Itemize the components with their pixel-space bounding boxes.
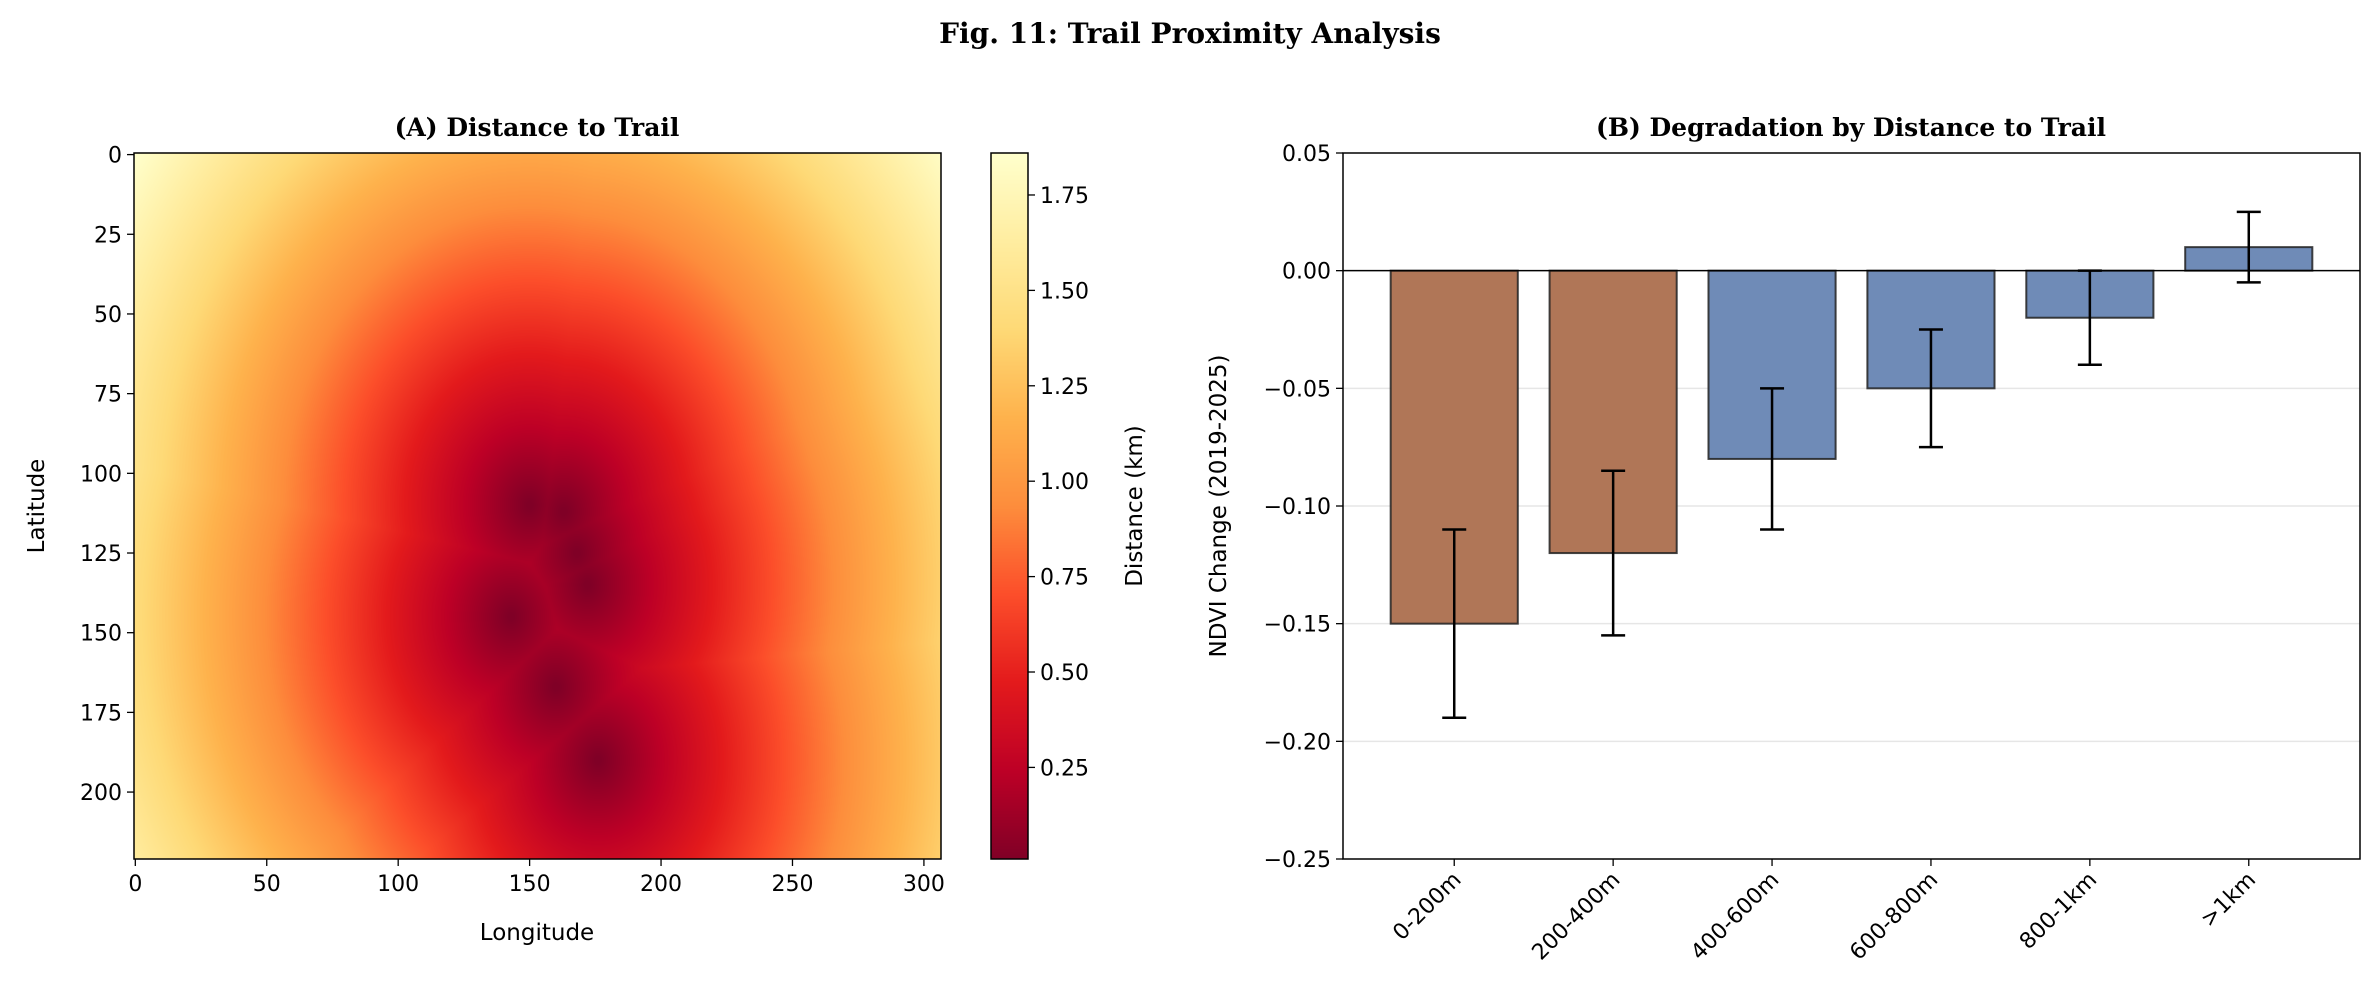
y-tick-label: 200 xyxy=(80,781,122,806)
x-tick-label: 200 xyxy=(640,872,682,897)
colorbar-label: Distance (km) xyxy=(1122,425,1148,587)
colorbar-tick-label: 1.50 xyxy=(1040,279,1089,304)
y-tick-label: 175 xyxy=(80,701,122,726)
heatmap-xlabel: Longitude xyxy=(480,920,594,946)
colorbar-tick-label: 1.00 xyxy=(1040,470,1089,495)
x-tick-label: 600-800m xyxy=(1845,868,1943,966)
y-tick-label: 75 xyxy=(94,383,122,408)
x-tick-label: 0 xyxy=(128,872,142,897)
x-tick-label: >1km xyxy=(2196,868,2261,933)
bar-chart-ylabel: NDVI Change (2019-2025) xyxy=(1206,354,1232,657)
colorbar-tick-label: 0.75 xyxy=(1040,566,1089,591)
x-tick-label: 150 xyxy=(509,872,551,897)
x-tick-label: 800-1km xyxy=(2015,868,2102,955)
heatmap-image xyxy=(134,153,941,859)
x-tick-label: 50 xyxy=(253,872,281,897)
x-tick-label: 250 xyxy=(771,872,813,897)
colorbar-gradient xyxy=(991,153,1028,859)
y-tick-label: −0.10 xyxy=(1264,495,1331,520)
y-tick-label: 125 xyxy=(80,542,122,567)
bar-chart-title: (B) Degradation by Distance to Trail xyxy=(1596,113,2106,142)
y-tick-label: −0.15 xyxy=(1264,613,1331,638)
colorbar-tick-label: 1.25 xyxy=(1040,375,1089,400)
y-tick-label: 0 xyxy=(108,144,122,169)
y-tick-label: 100 xyxy=(80,462,122,487)
x-tick-label: 0-200m xyxy=(1388,868,1466,946)
y-tick-label: −0.20 xyxy=(1264,730,1331,755)
y-tick-label: 25 xyxy=(94,223,122,248)
x-tick-label: 100 xyxy=(377,872,419,897)
y-tick-label: 50 xyxy=(94,303,122,328)
y-tick-label: 150 xyxy=(80,622,122,647)
heatmap-ylabel: Latitude xyxy=(24,459,50,554)
colorbar-frame xyxy=(990,152,1029,860)
figure-title: Fig. 11: Trail Proximity Analysis xyxy=(939,17,1441,50)
heatmap-frame xyxy=(133,152,942,860)
colorbar-tick-label: 0.25 xyxy=(1040,756,1089,781)
y-tick-label: −0.25 xyxy=(1264,848,1331,873)
y-tick-label: 0.00 xyxy=(1282,260,1331,285)
x-tick-label: 300 xyxy=(903,872,945,897)
x-tick-label: 200-400m xyxy=(1528,868,1626,966)
heatmap-title: (A) Distance to Trail xyxy=(395,113,680,142)
x-tick-label: 400-600m xyxy=(1686,868,1784,966)
colorbar-tick-label: 0.50 xyxy=(1040,661,1089,686)
y-tick-label: −0.05 xyxy=(1264,377,1331,402)
colorbar-tick-label: 1.75 xyxy=(1040,184,1089,209)
y-tick-label: 0.05 xyxy=(1282,142,1331,167)
